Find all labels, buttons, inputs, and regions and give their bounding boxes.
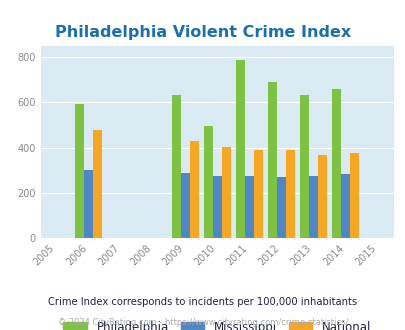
Bar [267,82,276,238]
Bar [75,104,84,238]
Bar [299,95,308,238]
Bar [171,95,180,238]
Bar [180,173,189,238]
Text: © 2024 CityRating.com - https://www.cityrating.com/crime-statistics/: © 2024 CityRating.com - https://www.city… [58,318,347,327]
Bar [276,178,285,238]
Bar [203,126,212,238]
Bar [212,176,221,238]
Bar [253,150,262,238]
Bar [331,89,340,238]
Bar [317,155,326,238]
Bar [308,176,317,238]
Bar [340,174,349,238]
Bar [244,176,253,238]
Bar [221,147,230,238]
Bar [349,153,358,238]
Text: Philadelphia Violent Crime Index: Philadelphia Violent Crime Index [55,25,350,41]
Bar [84,170,93,238]
Bar [235,60,244,238]
Text: Crime Index corresponds to incidents per 100,000 inhabitants: Crime Index corresponds to incidents per… [48,297,357,307]
Bar [285,150,294,238]
Bar [93,130,102,238]
Bar [189,141,198,238]
Legend: Philadelphia, Mississippi, National: Philadelphia, Mississippi, National [59,316,375,330]
